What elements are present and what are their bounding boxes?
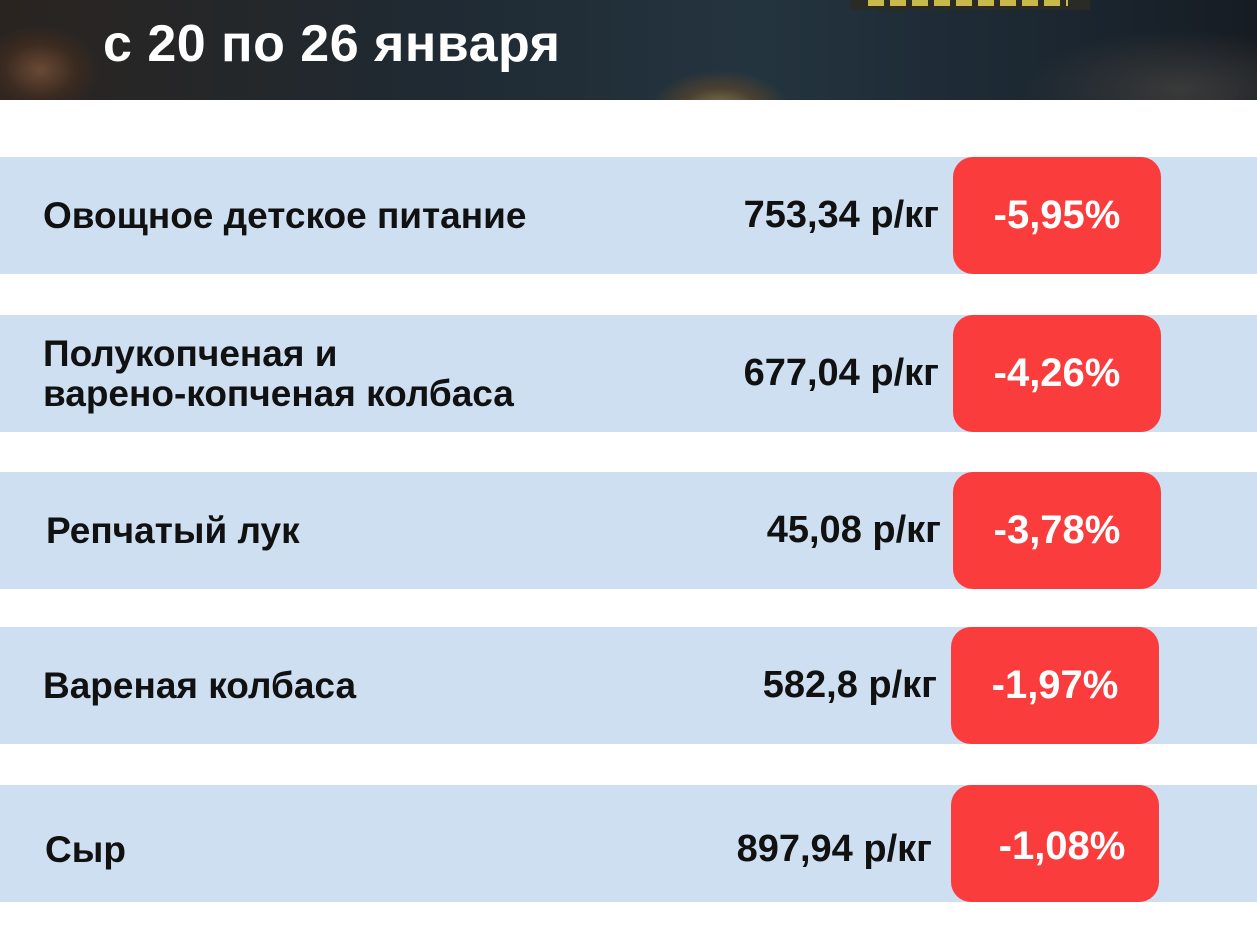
price-change-value: -1,97%: [991, 663, 1119, 707]
price-change-value: -1,08%: [998, 824, 1126, 868]
price-change-badge: -3,78%: [953, 472, 1161, 589]
price-change-badge: -1,97%: [951, 627, 1159, 744]
product-price: 753,34 р/кг: [743, 194, 939, 236]
price-row-3: Репчатый лук 45,08 р/кг -3,78%: [0, 472, 1257, 589]
header-banner: с 20 по 26 января: [0, 0, 1257, 100]
price-change-value: -4,26%: [993, 351, 1121, 395]
price-row-4: Вареная колбаса 582,8 р/кг -1,97%: [0, 627, 1257, 744]
price-row-1: Овощное детское питание 753,34 р/кг -5,9…: [0, 157, 1257, 274]
product-price: 677,04 р/кг: [743, 352, 939, 394]
price-change-badge: -1,08%: [951, 785, 1159, 902]
price-change-value: -3,78%: [993, 508, 1121, 552]
product-price: 582,8 р/кг: [762, 664, 937, 706]
price-change-badge: -5,95%: [953, 157, 1161, 274]
product-name: Овощное детское питание: [43, 194, 527, 236]
price-change-value: -5,95%: [993, 193, 1121, 237]
product-price: 45,08 р/кг: [766, 509, 941, 551]
product-price: 897,94 р/кг: [736, 828, 932, 870]
price-change-badge: -4,26%: [953, 315, 1161, 432]
price-row-2: Полукопченая и варено-копченая колбаса 6…: [0, 315, 1257, 432]
date-range-title: с 20 по 26 января: [103, 15, 561, 73]
header-background-decoration: [850, 0, 1090, 10]
product-name: Полукопченая и варено-копченая колбаса: [43, 332, 514, 414]
product-name: Репчатый лук: [46, 509, 300, 551]
price-row-5: Сыр 897,94 р/кг -1,08%: [0, 785, 1257, 902]
product-name: Вареная колбаса: [43, 664, 357, 706]
product-name: Сыр: [45, 828, 126, 870]
